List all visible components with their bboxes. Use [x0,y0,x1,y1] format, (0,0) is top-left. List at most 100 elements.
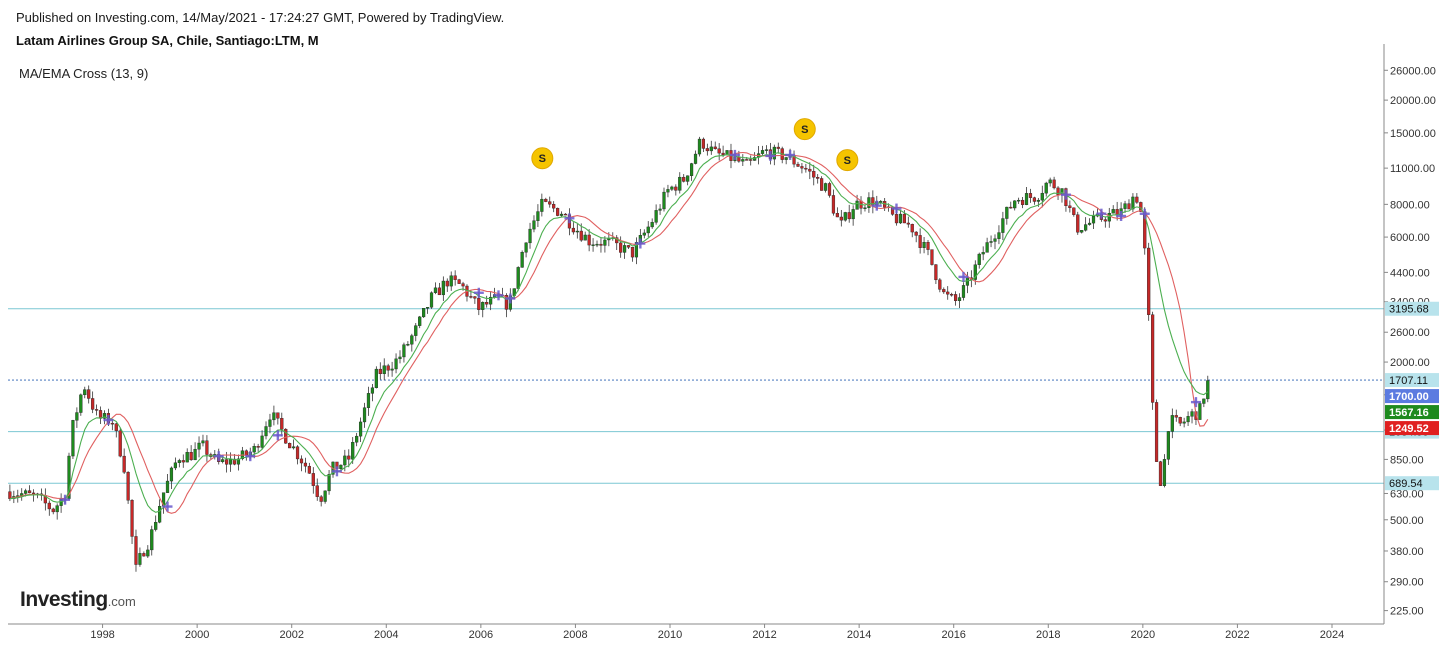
candle [536,204,540,228]
price-tag-bg [1385,405,1439,420]
candle-body [701,138,706,149]
y-tick-label: 8000.00 [1390,199,1430,211]
horizontal-levels [8,308,1384,484]
candle-body [1052,179,1056,189]
candle [465,284,469,302]
candle-body [410,335,414,345]
candle [1174,409,1178,422]
candle-body [134,536,138,565]
candle-body [260,435,264,448]
candle [437,282,441,296]
candle-body [630,246,635,258]
candle [630,246,635,262]
candle-body [1170,415,1174,432]
price-tag: 1700.00 [1385,389,1439,404]
cross-marker [1190,397,1201,408]
x-tick-label: 1998 [90,629,114,641]
candle [398,350,402,364]
candle [47,500,51,516]
candle [989,235,993,248]
candle [307,462,311,474]
candle [701,137,706,152]
sell-signal[interactable]: S [793,118,816,141]
candle [760,145,765,156]
signal-label: S [844,155,851,167]
candle [820,176,824,191]
candle-body [1028,193,1033,198]
candle-body [256,446,260,448]
candle-body [232,458,237,465]
candle-body [150,529,154,551]
indicator-label[interactable]: MA/EMA Cross (13, 9) [19,66,149,81]
candle-body [75,412,79,421]
candle [422,308,426,318]
candle-body [386,365,390,371]
candle-body [1072,207,1076,215]
candle-body [481,302,485,310]
candle [528,222,532,249]
candle-body [1162,459,1167,486]
candle [1017,197,1021,204]
price-tag-bg [1385,373,1439,388]
candle [1080,230,1084,234]
candle [489,291,493,311]
candle [150,525,154,556]
candle-body [382,365,386,375]
x-tick-label: 2012 [752,629,776,641]
candle [1013,200,1017,211]
candle [808,162,812,180]
candle [674,184,678,196]
candle [173,457,177,471]
candle [981,246,985,261]
candle [914,231,918,243]
candle [1182,417,1186,428]
level-tag: 3195.68 [1385,301,1439,316]
candle-body [898,213,903,224]
candle-body [280,418,284,430]
candle-body [709,146,713,152]
candle [634,237,639,265]
sell-signals[interactable]: S S S [531,118,859,172]
candle-body [79,394,83,413]
candle [457,278,461,284]
candle [1151,311,1155,410]
candle [599,237,603,253]
candle-body [985,242,989,253]
sell-signal[interactable]: S [531,147,554,170]
candle-body [662,191,666,210]
candle [926,240,930,256]
candle [260,430,264,450]
candle [98,406,103,425]
candle-body [827,183,832,196]
candle-body [548,201,552,205]
candle-body [489,296,493,305]
y-tick-label: 850.00 [1390,454,1424,466]
candle [898,209,903,224]
candle [87,385,91,404]
sell-signal[interactable]: S [836,149,859,172]
candle-body [1178,417,1182,424]
candle-body [741,159,745,162]
candle [650,218,654,229]
candle-body [315,485,319,497]
signal-circle [531,147,554,170]
signal-circle [793,118,816,141]
candle [347,449,351,468]
candle-body [118,430,122,457]
candle-body [418,316,422,326]
cross-marker [958,271,969,282]
candle [626,245,631,250]
candle-body [284,428,288,444]
candle-body [1111,209,1115,214]
candle-body [457,279,461,284]
candle-body [366,393,371,408]
cross-marker [331,466,342,477]
candle [1009,201,1013,209]
candle-body [571,227,575,233]
candle-body [808,168,812,172]
x-tick-label: 2018 [1036,629,1060,641]
x-tick-label: 2010 [658,629,682,641]
candle [272,405,276,426]
candle-body [804,167,808,170]
